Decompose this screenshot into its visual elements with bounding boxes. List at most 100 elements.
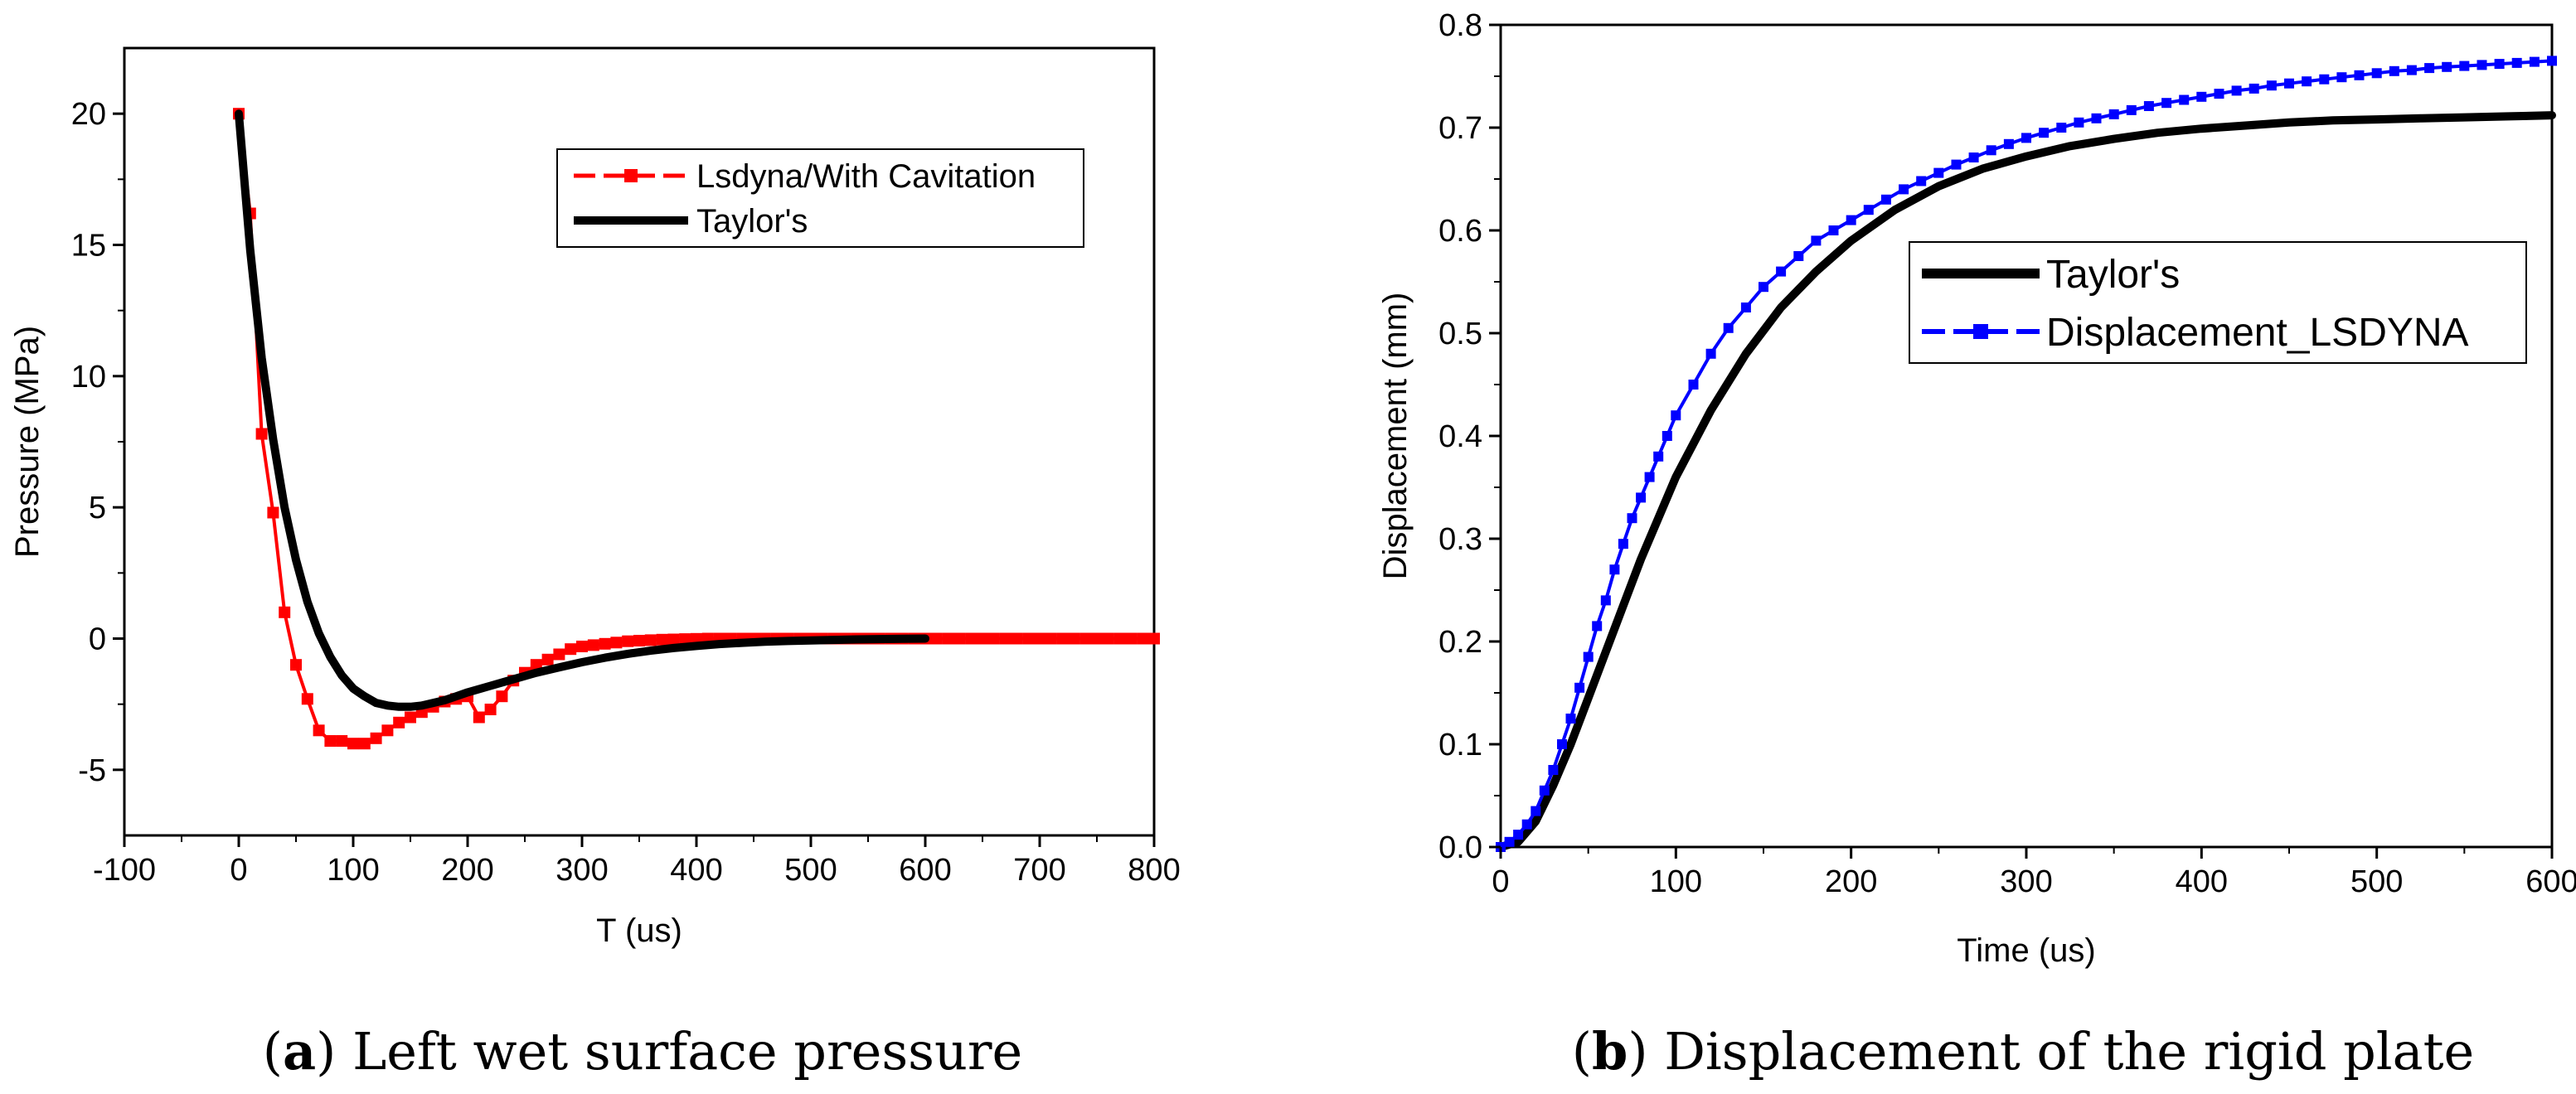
series-point-displacement-lsdyna	[2302, 76, 2312, 87]
series-point-lsdyna-with-cavitation	[1011, 632, 1023, 645]
legend-marker-displacement-lsdyna	[1973, 324, 1988, 339]
series-point-lsdyna-with-cavitation	[473, 711, 485, 724]
series-point-displacement-lsdyna	[1899, 184, 1909, 195]
series-line-taylor-s	[235, 109, 929, 711]
series-point-lsdyna-with-cavitation	[1091, 632, 1103, 645]
pressure-x-tick-label: 100	[327, 853, 379, 888]
series-point-lsdyna-with-cavitation	[610, 637, 623, 649]
series-point-lsdyna-with-cavitation	[599, 637, 611, 650]
series-point-displacement-lsdyna	[2143, 101, 2154, 111]
series-point-displacement-lsdyna	[2494, 59, 2505, 70]
series-point-displacement-lsdyna	[1600, 595, 1611, 606]
series-point-displacement-lsdyna	[2319, 74, 2330, 85]
series-point-displacement-lsdyna	[1504, 836, 1515, 847]
series-point-lsdyna-with-cavitation	[965, 632, 978, 645]
series-point-lsdyna-with-cavitation	[1148, 632, 1160, 645]
series-point-lsdyna-with-cavitation	[381, 724, 394, 737]
series-point-lsdyna-with-cavitation	[1022, 632, 1035, 645]
displacement-y-tick-label: 0.6	[1438, 214, 1482, 249]
displacement-plot-frame	[1499, 23, 2554, 849]
series-point-displacement-lsdyna	[2477, 60, 2487, 70]
series-point-lsdyna-with-cavitation	[324, 735, 337, 747]
series-point-lsdyna-with-cavitation	[1056, 632, 1069, 645]
pressure-axes: -100 0 100 200 300 400 500 600 700 800 -5 0 5 10 15 20	[71, 97, 1181, 888]
series-point-displacement-lsdyna	[1863, 205, 1874, 215]
series-point-displacement-lsdyna	[1740, 303, 1751, 312]
series-point-displacement-lsdyna	[1531, 806, 1541, 816]
series-point-displacement-lsdyna	[2231, 85, 2242, 96]
legend-marker-lsdyna-cavitation	[624, 169, 638, 182]
series-point-displacement-lsdyna	[2406, 65, 2417, 75]
pressure-x-tick-label: 400	[670, 853, 722, 888]
displacement-x-tick-label: 0	[1492, 864, 1509, 899]
series-point-lsdyna-with-cavitation	[267, 506, 279, 519]
series-point-lsdyna-with-cavitation	[1034, 632, 1045, 645]
series-point-lsdyna-with-cavitation	[633, 635, 645, 646]
series-point-displacement-lsdyna	[1513, 830, 1524, 840]
series-point-displacement-lsdyna	[2547, 56, 2557, 66]
series-point-displacement-lsdyna	[1986, 145, 1996, 156]
pressure-legend-box	[556, 148, 1084, 248]
series-point-displacement-lsdyna	[2196, 91, 2207, 102]
series-point-lsdyna-with-cavitation	[393, 716, 405, 729]
series-point-lsdyna-with-cavitation	[1102, 632, 1114, 645]
series-point-lsdyna-with-cavitation	[484, 704, 497, 715]
series-point-displacement-lsdyna	[1557, 739, 1567, 749]
pressure-x-tick-label: 300	[555, 853, 608, 888]
pressure-legend: Lsdyna/With Cavitation Taylor's	[556, 148, 1084, 248]
series-point-displacement-lsdyna	[2091, 113, 2102, 123]
series-point-lsdyna-with-cavitation	[999, 632, 1011, 645]
displacement-y-tick-label: 0.1	[1438, 728, 1482, 762]
series-point-displacement-lsdyna	[1793, 251, 1804, 261]
series-point-displacement-lsdyna	[2389, 65, 2399, 76]
displacement-y-tick-label: 0.4	[1438, 419, 1482, 454]
series-point-lsdyna-with-cavitation	[987, 632, 1000, 645]
displacement-x-tick-label: 300	[2000, 864, 2052, 899]
series-point-displacement-lsdyna	[1565, 714, 1576, 724]
series-point-displacement-lsdyna	[1618, 539, 1628, 549]
series-point-displacement-lsdyna	[1968, 152, 1979, 162]
series-point-lsdyna-with-cavitation	[930, 632, 943, 645]
pressure-y-tick-label: 10	[71, 360, 106, 395]
caption-a: (a) Left wet surface pressure	[263, 1021, 1022, 1082]
series-point-displacement-lsdyna	[2266, 80, 2277, 91]
series-point-lsdyna-with-cavitation	[644, 634, 657, 646]
series-point-displacement-lsdyna	[1846, 215, 1856, 225]
series-point-lsdyna-with-cavitation	[1068, 632, 1080, 645]
pressure-y-tick-label: -5	[78, 753, 106, 788]
series-point-displacement-lsdyna	[1811, 235, 1822, 246]
series-point-displacement-lsdyna	[1688, 380, 1699, 390]
pressure-x-tick-label: 200	[441, 853, 493, 888]
displacement-x-axis-label: Time (us)	[1957, 932, 2095, 969]
series-point-displacement-lsdyna	[2003, 138, 2014, 149]
series-point-displacement-lsdyna	[1828, 225, 1839, 235]
series-point-displacement-lsdyna	[1653, 451, 1664, 462]
series-point-displacement-lsdyna	[1627, 513, 1637, 524]
series-point-lsdyna-with-cavitation	[336, 735, 348, 747]
series-point-displacement-lsdyna	[2511, 57, 2522, 68]
caption-b-letter: b	[1592, 1021, 1628, 1082]
series-point-displacement-lsdyna	[1916, 176, 1927, 186]
series-point-lsdyna-with-cavitation	[656, 633, 668, 646]
caption-a-text: ) Left wet surface pressure	[316, 1021, 1022, 1082]
pressure-y-tick-label: 15	[71, 229, 106, 264]
series-point-lsdyna-with-cavitation	[1045, 632, 1057, 645]
series-point-lsdyna-with-cavitation	[622, 635, 634, 647]
displacement-y-tick-label: 0.5	[1438, 317, 1482, 351]
pressure-x-tick-label: 800	[1128, 853, 1180, 888]
legend-label-taylor-pressure: Taylor's	[696, 203, 808, 240]
series-point-lsdyna-with-cavitation	[301, 693, 313, 705]
series-point-displacement-lsdyna	[1609, 564, 1620, 575]
series-point-displacement-lsdyna	[2371, 68, 2382, 79]
series-point-lsdyna-with-cavitation	[667, 633, 680, 646]
series-point-displacement-lsdyna	[1705, 348, 1716, 359]
series-point-displacement-lsdyna	[2529, 56, 2540, 67]
displacement-x-tick-label: 500	[2350, 864, 2403, 899]
series-point-lsdyna-with-cavitation	[953, 632, 966, 645]
series-point-displacement-lsdyna	[1539, 785, 1550, 796]
caption-a-open: (	[263, 1021, 283, 1082]
pressure-chart: -100 0 100 200 300 400 500 600 700 800-505101520 …	[9, 46, 1181, 949]
displacement-y-tick-label: 0.7	[1438, 111, 1482, 146]
series-point-lsdyna-with-cavitation	[279, 606, 291, 618]
